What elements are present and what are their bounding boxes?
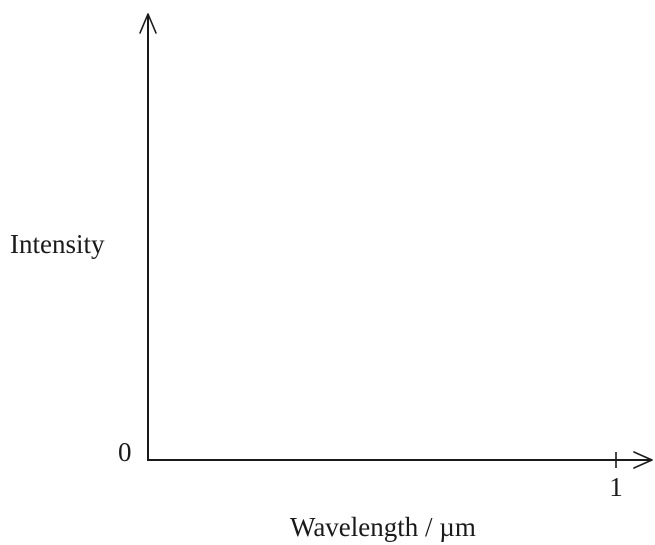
y-axis-label: Intensity [10, 229, 105, 259]
x-axis-arrowhead [633, 451, 653, 469]
x-tick-label: 1 [609, 472, 623, 502]
x-tick-group: 1 [609, 452, 623, 502]
y-axis-arrowhead [139, 13, 157, 34]
origin-label: 0 [118, 437, 132, 467]
x-axis-label: Wavelength / µm [290, 512, 476, 542]
